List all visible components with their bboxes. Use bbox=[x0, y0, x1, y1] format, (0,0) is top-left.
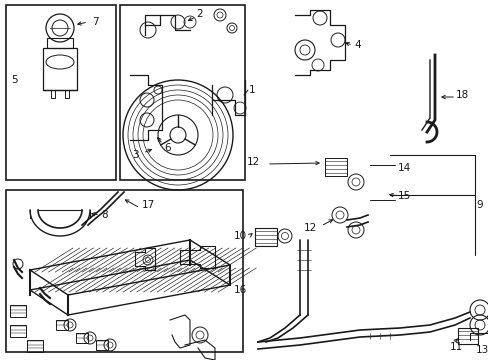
Bar bbox=[56, 320, 68, 330]
Bar bbox=[43, 48, 77, 90]
Text: 7: 7 bbox=[92, 17, 98, 27]
Bar bbox=[6, 5, 116, 180]
Text: 4: 4 bbox=[354, 40, 361, 50]
Text: 11: 11 bbox=[448, 342, 462, 352]
Text: 17: 17 bbox=[141, 200, 154, 210]
Text: 10: 10 bbox=[233, 231, 246, 241]
Text: 12: 12 bbox=[303, 223, 316, 233]
Bar bbox=[51, 90, 55, 98]
Bar bbox=[10, 325, 26, 337]
Text: 18: 18 bbox=[454, 90, 468, 100]
Bar bbox=[10, 305, 26, 317]
Text: 8: 8 bbox=[102, 210, 108, 220]
Bar bbox=[6, 190, 243, 352]
Bar bbox=[325, 158, 346, 176]
Text: 16: 16 bbox=[233, 285, 246, 295]
Bar bbox=[96, 340, 108, 350]
Text: 5: 5 bbox=[11, 75, 17, 85]
Bar bbox=[457, 328, 477, 344]
Text: 2: 2 bbox=[196, 9, 203, 19]
Bar bbox=[120, 5, 244, 180]
Bar bbox=[65, 90, 69, 98]
Text: 6: 6 bbox=[164, 143, 171, 153]
Text: 1: 1 bbox=[248, 85, 255, 95]
Bar bbox=[47, 38, 73, 48]
Text: 3: 3 bbox=[131, 150, 138, 160]
Text: 12: 12 bbox=[246, 157, 259, 167]
Bar bbox=[76, 333, 88, 343]
Text: 15: 15 bbox=[397, 191, 410, 201]
Text: 9: 9 bbox=[476, 200, 482, 210]
Bar bbox=[254, 228, 276, 246]
Text: 13: 13 bbox=[474, 345, 488, 355]
Bar bbox=[27, 340, 43, 352]
Text: 14: 14 bbox=[397, 163, 410, 173]
